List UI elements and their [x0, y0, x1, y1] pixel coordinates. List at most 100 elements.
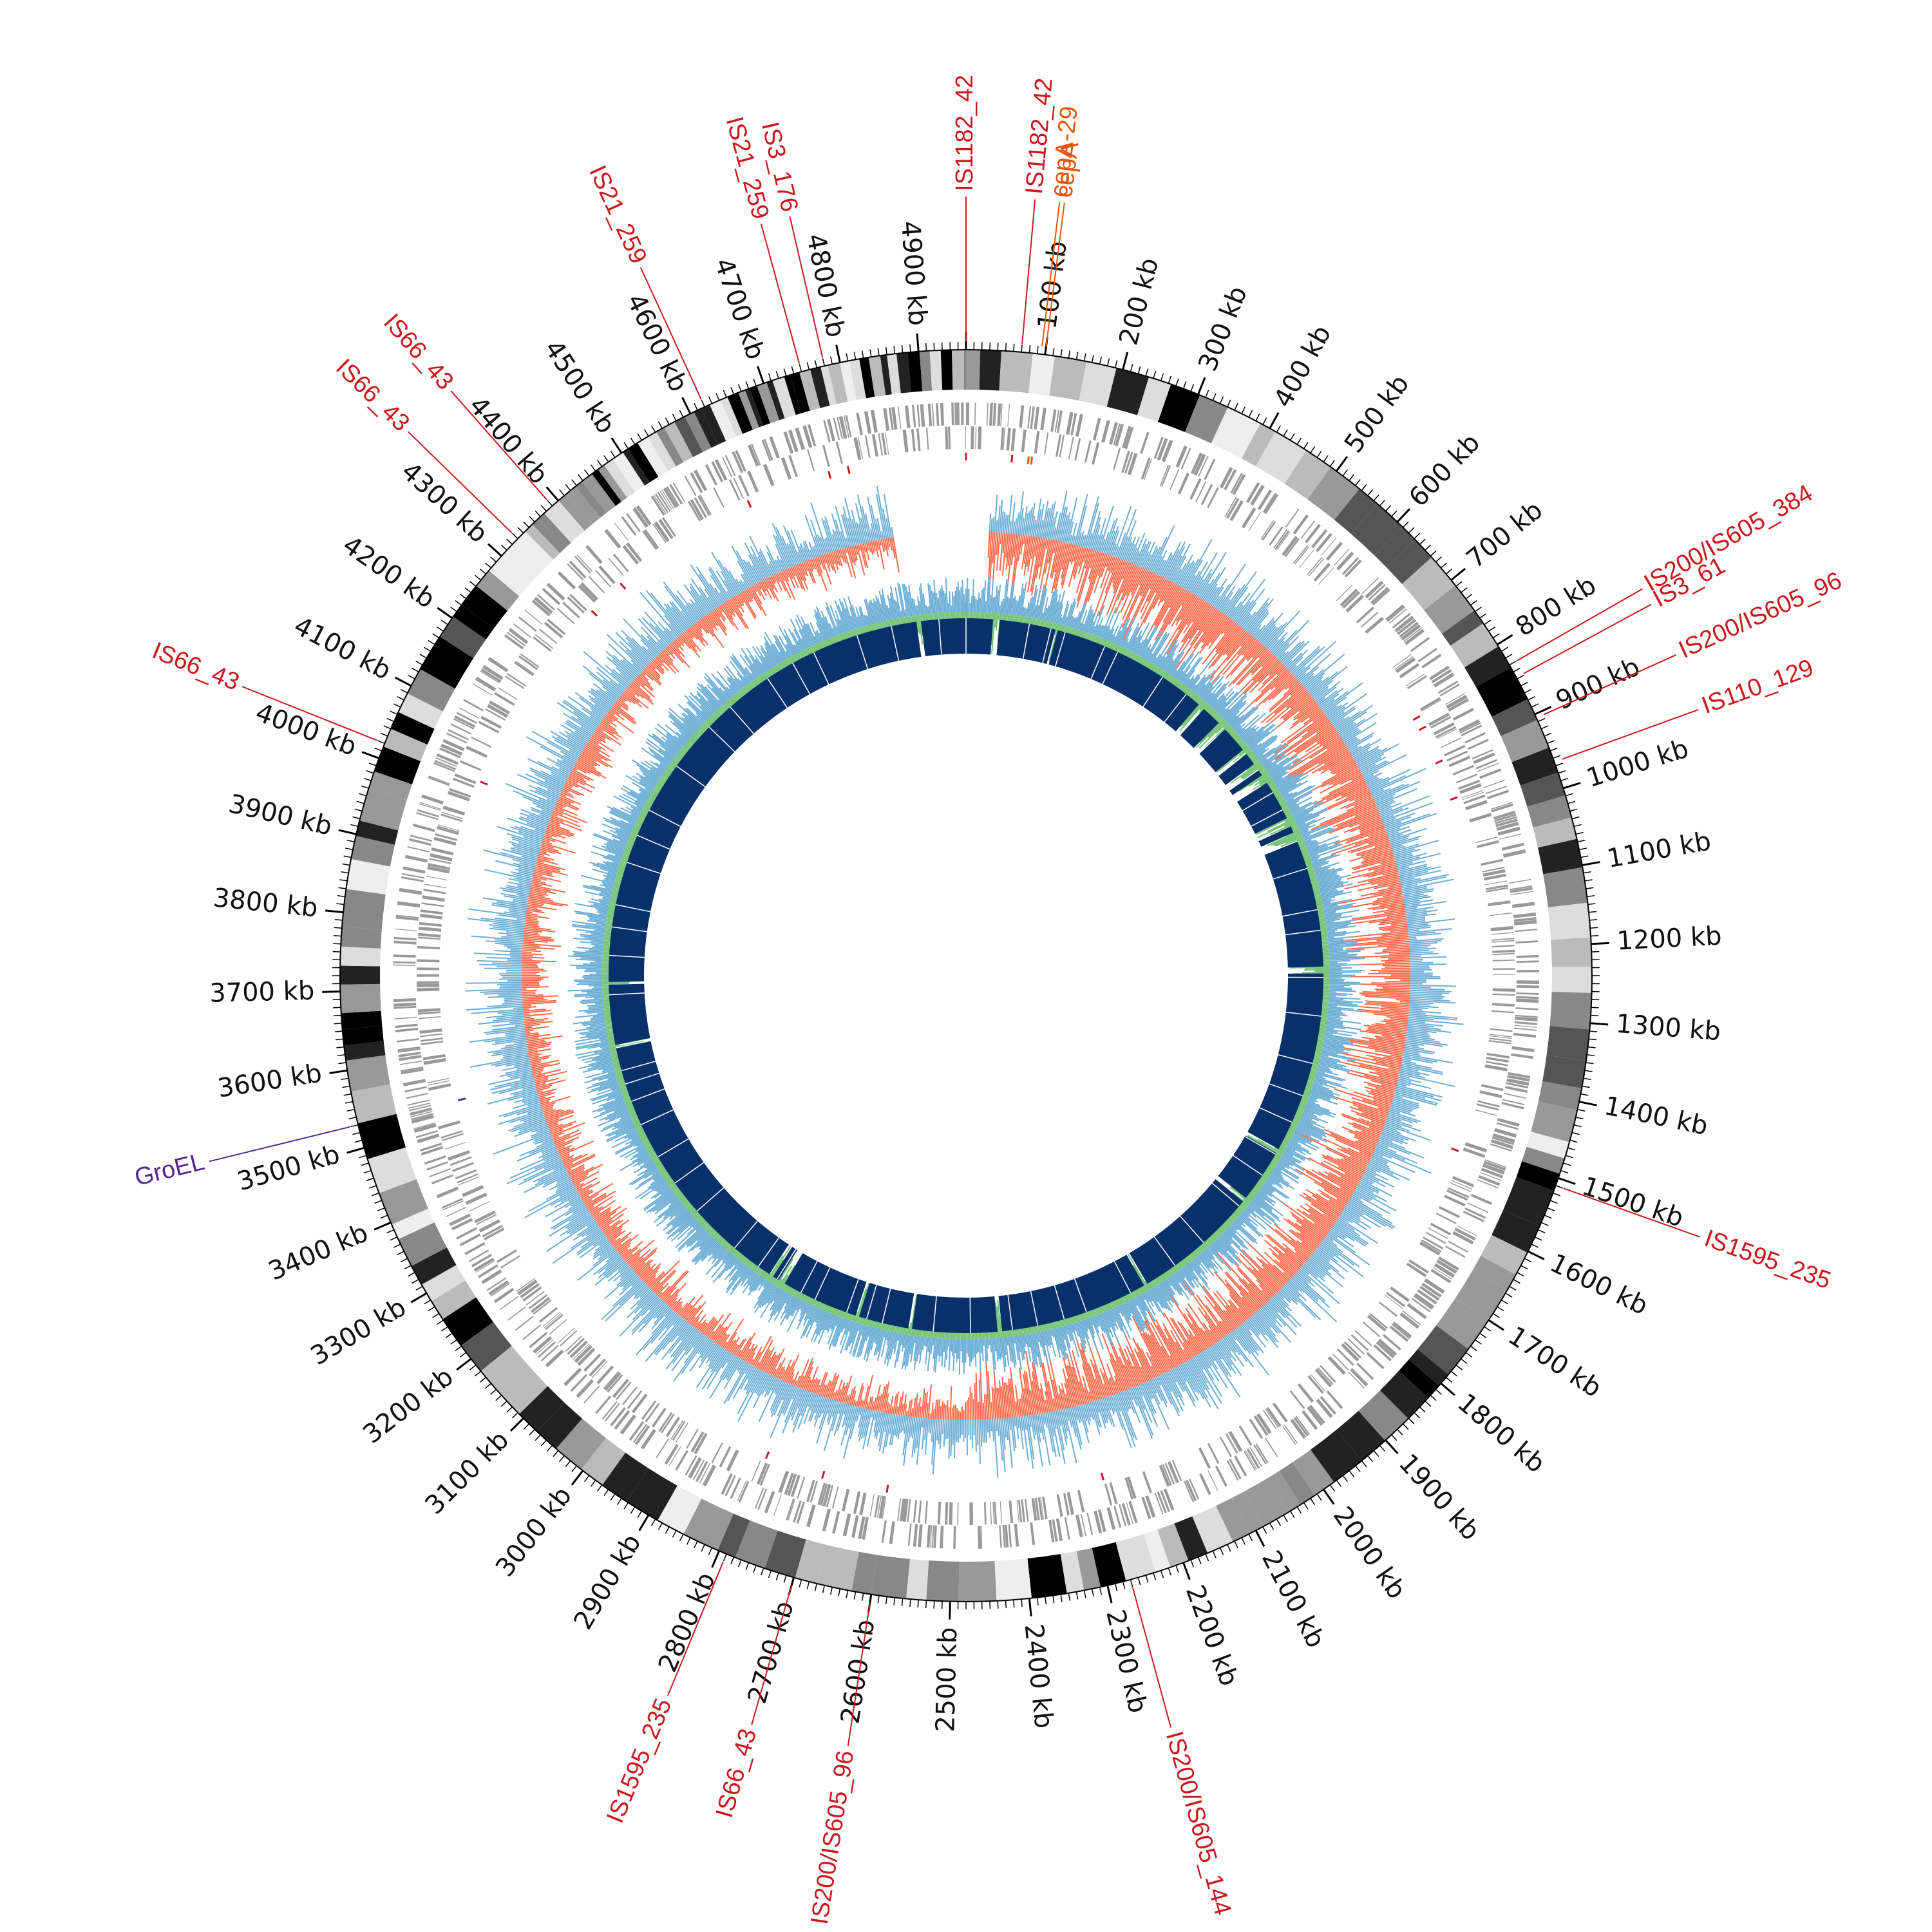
skew-bar-negative: [1382, 927, 1408, 932]
scale-tick: [1408, 1417, 1415, 1425]
gene-feature: [737, 1480, 747, 1502]
gene-feature: [1436, 1259, 1457, 1274]
gene-feature: [1373, 1344, 1392, 1361]
gene-feature: [395, 916, 419, 921]
gene-feature: [916, 428, 921, 451]
gene-feature: [911, 404, 916, 428]
skew-bar-negative: [1100, 554, 1110, 578]
skew-bar-positive: [1388, 828, 1427, 842]
gene-feature: [1397, 618, 1417, 635]
gene-feature: [589, 1358, 606, 1377]
gene-feature: [1394, 656, 1414, 670]
skew-bar-positive: [1385, 813, 1430, 830]
skew-bar-negative: [1198, 615, 1227, 654]
gene-feature: [1016, 1500, 1019, 1523]
gene-feature: [631, 1393, 648, 1414]
ideogram-band: [1503, 1177, 1554, 1226]
gene-feature: [1226, 1460, 1239, 1481]
gene-feature: [1448, 755, 1471, 768]
gene-feature: [1493, 810, 1516, 820]
ideogram-band: [346, 858, 390, 895]
skew-bar-positive: [1410, 967, 1430, 969]
gene-feature: [632, 507, 649, 528]
skew-bar-negative: [1361, 887, 1402, 897]
gene-feature: [1378, 1338, 1397, 1356]
scale-tick: [1168, 375, 1171, 384]
skew-bar-negative: [1021, 535, 1028, 570]
gene-feature: [1272, 1402, 1288, 1423]
skew-bar-positive: [1125, 536, 1137, 562]
gene-feature: [1403, 627, 1422, 642]
skew-bar-positive: [1010, 502, 1016, 534]
scale-tick: [386, 1229, 395, 1234]
gene-feature: [1054, 410, 1060, 433]
gene-feature: [1008, 1524, 1012, 1548]
gene-feature: [1516, 996, 1539, 999]
gene-feature: [612, 553, 629, 573]
gene-feature: [1483, 1160, 1506, 1171]
ideogram-band: [766, 380, 785, 421]
gene-feature: [444, 1141, 467, 1150]
skew-bar-negative: [1285, 723, 1333, 757]
scale-tick: [571, 1465, 577, 1472]
skew-bar-positive: [1372, 788, 1390, 797]
skew-bar-negative: [1281, 711, 1324, 744]
gene-feature: [535, 1339, 553, 1355]
skew-bar-positive: [1271, 641, 1285, 654]
gene-feature: [1394, 615, 1414, 632]
skew-bar-positive: [1291, 645, 1321, 674]
skew-bar-negative: [1152, 585, 1180, 635]
gene-feature: [463, 699, 484, 712]
gene-feature: [1056, 1518, 1063, 1542]
gene-feature: [747, 470, 759, 493]
skew-bar-positive: [1303, 668, 1324, 687]
ideogram-band: [1027, 1554, 1067, 1598]
gene-feature: [545, 1349, 564, 1368]
skew-bar-positive: [1410, 984, 1457, 987]
ideogram-band: [1106, 368, 1150, 415]
scale-tick: [737, 1559, 742, 1567]
scale-tick: [597, 460, 603, 467]
skew-bar-positive: [497, 983, 522, 985]
skew-bar-positive: [1361, 760, 1387, 774]
skew-bar-positive: [1227, 606, 1236, 618]
skew-bar-positive: [500, 985, 522, 987]
gene-feature: [871, 433, 878, 457]
skew-bar-positive: [1101, 531, 1110, 553]
skew-bar-negative: [1070, 545, 1077, 565]
gene-feature: [1484, 1064, 1508, 1072]
scale-tick: [737, 384, 742, 392]
gene-feature: [989, 402, 993, 426]
gene-feature: [1389, 1325, 1409, 1342]
gene-feature: [420, 1037, 443, 1042]
gene-feature: [1510, 887, 1533, 893]
skew-bar-positive: [1052, 527, 1057, 540]
gene-feature: [478, 721, 500, 734]
scale-tick-label: 1100 kb: [1605, 826, 1714, 874]
skew-bar-positive: [1323, 682, 1363, 713]
skew-bar-negative: [1188, 605, 1212, 639]
skew-bar-negative: [1329, 813, 1380, 834]
gene-feature: [711, 1442, 723, 1463]
gene-feature: [1215, 1465, 1227, 1487]
skew-bar-positive: [989, 513, 992, 533]
scale-tick: [1513, 667, 1520, 672]
skew-bar-positive: [1326, 704, 1342, 717]
gene-feature: [762, 464, 775, 486]
skew-bar-positive: [1151, 525, 1175, 573]
gene-feature: [407, 846, 430, 853]
skew-bar-negative: [1309, 708, 1322, 719]
gene-feature: [1477, 840, 1499, 849]
gene-feature: [1115, 424, 1124, 447]
gene-feature: [1489, 1036, 1512, 1039]
skew-bar-positive: [1295, 641, 1336, 679]
scale-tick: [350, 824, 359, 828]
skew-bar-negative: [1140, 576, 1162, 620]
skew-bar-negative: [1363, 851, 1393, 861]
gene-feature: [1030, 1522, 1036, 1545]
gene-feature: [806, 1504, 816, 1528]
gene-feature: [806, 1479, 815, 1502]
skew-bar-negative: [1297, 703, 1318, 720]
scale-tick-label: 4400 kb: [463, 391, 554, 490]
skew-bar-negative: [929, 1413, 931, 1419]
